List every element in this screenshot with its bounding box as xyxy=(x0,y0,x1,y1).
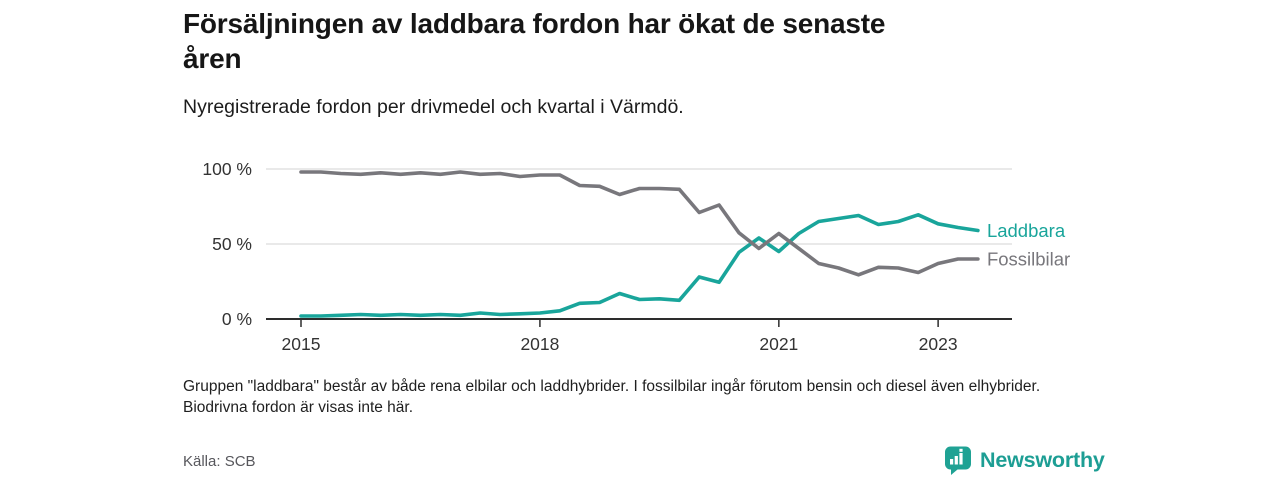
x-tick-label: 2018 xyxy=(520,334,559,354)
series-line-laddbara xyxy=(299,213,980,318)
newsworthy-logo-text: Newsworthy xyxy=(980,448,1105,472)
x-tick-label: 2021 xyxy=(759,334,798,354)
series-label-fossilbilar: Fossilbilar xyxy=(987,249,1070,270)
y-tick-label: 0 % xyxy=(222,309,252,329)
page-title-line-1: Försäljningen av laddbara fordon har öka… xyxy=(183,8,886,39)
y-tick-label: 100 % xyxy=(202,159,252,179)
page-title: Försäljningen av laddbara fordon har öka… xyxy=(183,6,885,76)
series-label-laddbara: Laddbara xyxy=(987,220,1066,241)
line-chart: 100 % 50 % 0 % 2015 2018 2021 2023 Laddbara Foss… xyxy=(180,148,1120,376)
x-tick-label: 2023 xyxy=(919,334,958,354)
chart-subtitle: Nyregistrerade fordon per drivmedel och … xyxy=(183,96,684,118)
bar-chart-speech-bubble-icon xyxy=(945,446,971,475)
line-chart-svg: 100 % 50 % 0 % 2015 2018 2021 2023 Laddbara Foss… xyxy=(202,159,1070,354)
source-caption: Källa: SCB xyxy=(183,453,256,470)
newsworthy-logo: Newsworthy xyxy=(943,445,1105,476)
x-tick-label: 2015 xyxy=(282,334,321,354)
page-title-line-2: åren xyxy=(183,43,242,74)
chart-footnote: Gruppen "laddbara" består av både rena e… xyxy=(183,378,1041,416)
series-line-fossilbilar xyxy=(299,170,980,277)
y-tick-label: 50 % xyxy=(212,234,252,254)
